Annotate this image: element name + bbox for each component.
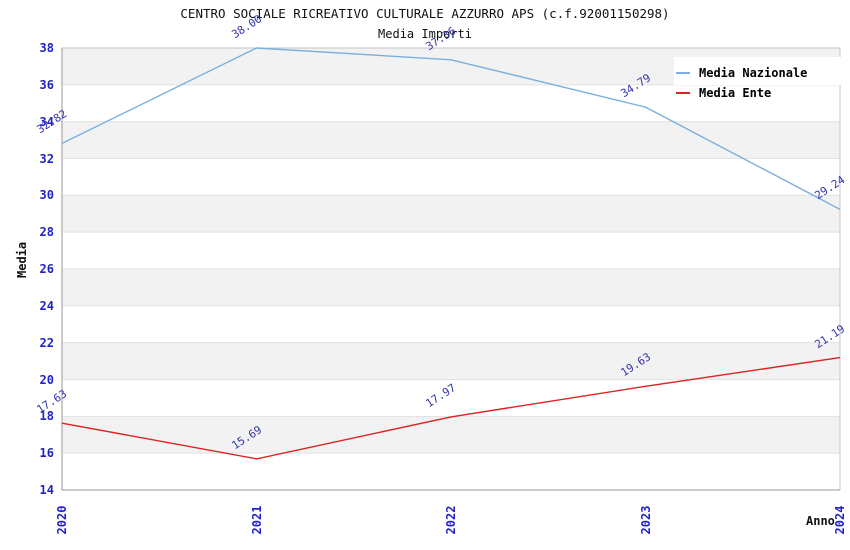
grid-band [62,269,840,306]
y-tick-label: 26 [39,262,54,276]
y-tick-label: 24 [39,298,54,313]
legend-background [674,57,850,85]
grid-band [62,195,840,233]
grid-band [62,121,840,159]
chart-title: CENTRO SOCIALE RICREATIVO CULTURALE AZZU… [180,6,670,21]
y-tick-label: 28 [39,225,54,240]
grid-band [62,84,840,122]
legend-item-media-ente: Media Ente [676,83,807,103]
blue-line-icon [676,72,690,74]
x-axis-title: Anno [806,514,835,528]
y-tick-label: 34 [39,114,54,129]
y-tick-label: 14 [39,483,54,497]
grid-band [62,305,840,343]
legend-item-media-nazionale: Media Nazionale [676,63,807,83]
y-tick-label: 22 [39,335,54,350]
legend: Media Nazionale Media Ente [676,63,807,103]
y-tick-label: 20 [39,372,54,387]
series-line-media-nazionale [61,47,841,210]
legend-label-media-ente: Media Ente [699,86,772,100]
grid-band [62,453,840,490]
y-tick-label: 16 [39,446,54,461]
grid-band [62,379,840,417]
x-tick-label: 2024 [833,505,847,535]
grid-band [62,158,840,196]
chart-subtitle: Media Importi [378,27,472,41]
x-tick-label: 2021 [249,505,264,535]
x-tick-label: 2023 [638,505,653,535]
series-line-media-ente [61,356,841,460]
x-tick-label: 2020 [55,505,69,535]
y-tick-label: 36 [39,77,54,92]
grid-band [62,232,840,269]
y-tick-label: 32 [39,151,54,166]
grid-band [62,342,840,380]
y-axis-title: Media [15,241,29,278]
y-tick-label: 18 [39,409,54,424]
red-line-icon [676,92,690,94]
grid-band [62,416,840,454]
x-tick-label: 2022 [444,505,458,535]
y-tick-label: 38 [39,41,54,55]
legend-label-media-nazionale: Media Nazionale [699,66,808,80]
y-tick-label: 30 [39,188,54,203]
